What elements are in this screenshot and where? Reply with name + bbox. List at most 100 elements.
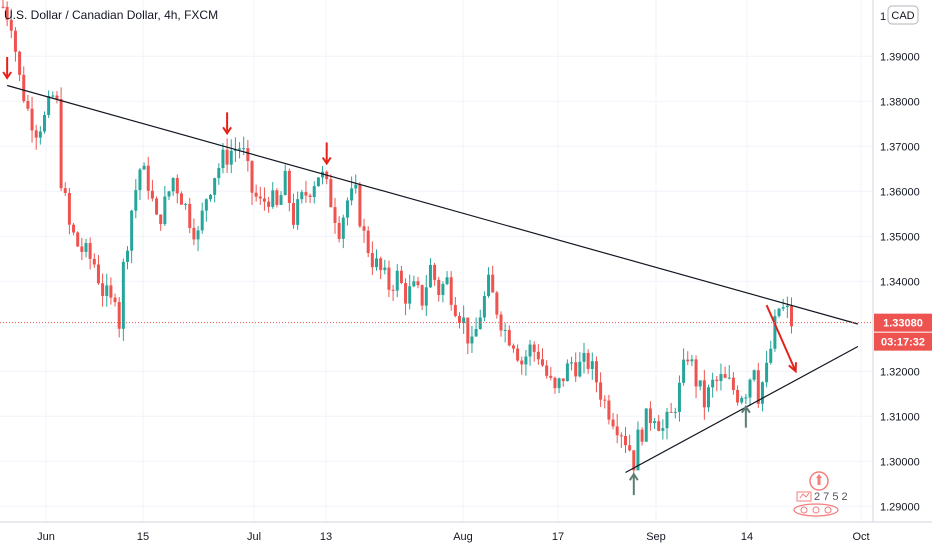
candle — [358, 182, 362, 228]
y-tick-label: 1.30000 — [880, 456, 920, 468]
chart-title: U.S. Dollar / Canadian Dollar, 4h, FXCM — [4, 8, 218, 22]
candle — [179, 191, 183, 205]
candle — [723, 366, 727, 379]
candle — [752, 369, 756, 382]
candle — [287, 168, 291, 212]
candle — [657, 414, 661, 432]
candle — [487, 267, 491, 298]
candle — [682, 348, 686, 386]
candle — [142, 162, 146, 170]
candle — [781, 298, 785, 312]
candle — [345, 197, 349, 226]
x-tick-label: Aug — [453, 531, 473, 543]
candle — [736, 385, 740, 406]
candle — [528, 339, 532, 366]
candle — [428, 258, 432, 288]
candle — [491, 265, 495, 293]
candle — [536, 344, 540, 365]
candles — [1, 0, 793, 480]
candle — [22, 66, 26, 104]
y-tick-label: 1.31000 — [880, 411, 920, 423]
candle — [785, 296, 789, 319]
candle — [408, 274, 412, 310]
candle — [366, 226, 370, 258]
candle — [96, 255, 100, 285]
candle — [416, 276, 420, 289]
candle — [250, 160, 254, 205]
candle — [549, 367, 553, 381]
candle — [117, 297, 121, 338]
candle — [333, 197, 337, 234]
candle — [9, 8, 13, 39]
candle — [229, 139, 233, 174]
candle — [561, 378, 565, 387]
candle — [765, 350, 769, 388]
candle — [690, 355, 694, 367]
candle — [653, 417, 657, 429]
candle — [175, 174, 179, 204]
currency-button[interactable]: CAD — [887, 5, 919, 25]
y-tick-label: 1.34000 — [880, 276, 920, 288]
candle — [445, 271, 449, 286]
y-tick-label: 1.35000 — [880, 231, 920, 243]
candle — [105, 273, 109, 307]
candle — [399, 265, 403, 285]
candle — [495, 290, 499, 319]
candle — [109, 277, 113, 305]
candle — [715, 375, 719, 392]
candle — [204, 198, 208, 222]
candle — [362, 218, 366, 243]
candle — [661, 419, 665, 440]
candle — [532, 341, 536, 362]
y-tick-label-partial: 1 — [880, 11, 886, 23]
candle — [63, 182, 67, 196]
candle — [370, 241, 374, 275]
candle — [267, 196, 271, 213]
x-tick-label: Jun — [37, 531, 55, 543]
candle — [26, 94, 30, 111]
y-tick-label: 1.29000 — [880, 501, 920, 513]
candle — [648, 401, 652, 431]
candle — [387, 260, 391, 297]
candle — [184, 202, 188, 210]
candle — [395, 264, 399, 298]
candle — [200, 202, 204, 234]
chart-grid — [0, 0, 873, 522]
price-axis[interactable]: 1.290001.300001.310001.320001.330001.340… — [880, 11, 920, 513]
candle — [275, 188, 279, 208]
candle — [246, 140, 250, 172]
candle — [707, 384, 710, 412]
candle — [404, 278, 408, 316]
candle — [337, 216, 341, 243]
green-up-arrow — [741, 404, 751, 428]
watermark-logo: 2 7 5 2 — [793, 471, 848, 517]
candle — [138, 167, 142, 201]
candle — [545, 360, 549, 379]
candle — [420, 284, 424, 311]
y-tick-label: 1.38000 — [880, 96, 920, 108]
currency-label: CAD — [891, 10, 914, 22]
candle — [773, 309, 777, 352]
candle — [499, 311, 503, 337]
candle — [155, 196, 159, 216]
candle — [391, 284, 395, 301]
candle — [213, 177, 217, 203]
candle — [146, 156, 150, 200]
candle — [644, 408, 648, 442]
candle — [462, 305, 466, 334]
candle — [619, 432, 623, 448]
x-tick-label: Jul — [247, 531, 261, 543]
candle — [30, 96, 34, 143]
red-down-arrow — [321, 142, 332, 166]
candle — [192, 218, 196, 246]
candle — [669, 403, 673, 413]
candle — [474, 317, 478, 337]
time-axis[interactable]: Jun 15 Jul 13 Aug 17 Sep 14 Oct — [37, 531, 869, 543]
resistance-trendline — [6, 84, 859, 325]
candle — [292, 193, 295, 229]
candle — [262, 187, 266, 211]
x-tick-label: Oct — [852, 531, 869, 543]
candle — [279, 191, 283, 206]
candle — [586, 349, 590, 374]
